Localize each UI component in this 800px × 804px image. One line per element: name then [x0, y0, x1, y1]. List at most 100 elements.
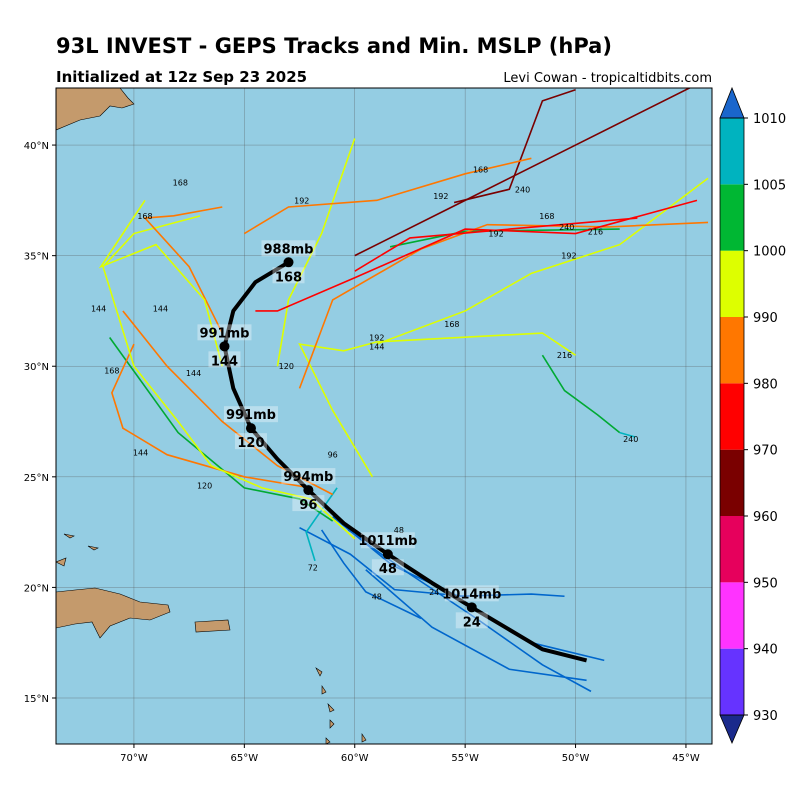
x-tick-label: 50°W — [562, 753, 590, 764]
mean-point — [245, 423, 256, 434]
x-tick-label: 60°W — [341, 753, 369, 764]
title: 93L INVEST - GEPS Tracks and Min. MSLP (… — [56, 34, 612, 58]
hour-label: 96 — [299, 498, 317, 513]
hour-label: 192 — [369, 333, 384, 342]
x-tick-label: 65°W — [231, 753, 259, 764]
colorbar-frame — [719, 117, 745, 716]
hispaniola — [56, 587, 171, 639]
hour-label: 192 — [561, 252, 576, 261]
hour-label: 120 — [237, 436, 264, 451]
y-tick-label: 35°N — [24, 252, 49, 263]
hour-label: 144 — [153, 305, 168, 314]
land — [56, 88, 367, 744]
mslp-label: 991mb — [226, 408, 276, 423]
colorbar-label: 960 — [753, 510, 778, 525]
hour-label: 24 — [429, 588, 439, 597]
ensemble-track — [541, 354, 621, 434]
y-tick-label: 20°N — [24, 583, 49, 594]
colorbar-label: 1005 — [753, 178, 786, 193]
ensemble-track — [298, 332, 576, 478]
hour-label: 168 — [137, 212, 152, 221]
lesser-antilles — [315, 667, 367, 744]
map-frame — [55, 87, 713, 745]
colorbar-segment — [720, 317, 744, 384]
ensemble-track — [298, 221, 709, 389]
mslp-label: 991mb — [199, 326, 249, 341]
hour-label: 48 — [379, 562, 397, 577]
credit: Levi Cowan - tropicaltidbits.com — [503, 71, 712, 86]
hour-label: 192 — [433, 192, 448, 201]
colorbar-segment — [720, 250, 744, 317]
label-box — [360, 532, 415, 549]
colorbar-segment — [720, 516, 744, 583]
mean-point — [219, 341, 230, 352]
colorbar-over — [719, 86, 745, 119]
mslp-label: 1011mb — [358, 534, 417, 549]
ensemble-track — [365, 542, 592, 693]
grid: 70°W 65°W 60°W 55°W 50°W 45°W 15°N 20°N 25°N 30°N… — [24, 88, 712, 764]
label-box — [292, 495, 325, 512]
ensemble-track — [453, 89, 576, 204]
y-tick-label: 30°N — [24, 362, 49, 373]
y-tick-label: 40°N — [24, 141, 49, 152]
y-tick-label: 25°N — [24, 473, 49, 484]
hour-label: 168 — [444, 320, 459, 329]
colorbar-segment — [720, 582, 744, 649]
hour-label: 96 — [328, 451, 338, 460]
colorbar-label: 1000 — [753, 245, 786, 260]
colorbar-label: 950 — [753, 576, 778, 591]
ensemble-track — [305, 487, 338, 562]
ensemble-track — [389, 228, 620, 248]
ensemble-track — [276, 138, 356, 367]
ensemble-track — [365, 569, 587, 682]
colorbar-segment — [720, 118, 744, 185]
hour-label: 240 — [515, 185, 530, 194]
colorbar-label: 940 — [753, 643, 778, 658]
ensemble-track — [619, 431, 636, 438]
mean-point — [283, 257, 294, 268]
ensemble-track — [299, 526, 466, 598]
label-box — [272, 267, 305, 284]
hour-label: 192 — [488, 230, 503, 239]
hour-label: 168 — [275, 270, 302, 285]
colorbar-segment — [720, 449, 744, 516]
label-box — [281, 468, 336, 485]
hour-label: 168 — [473, 165, 488, 174]
x-tick-label: 55°W — [451, 753, 479, 764]
hour-label: 240 — [623, 435, 638, 444]
colorbar-label: 970 — [753, 444, 778, 459]
hour-label: 120 — [197, 482, 212, 491]
y-tick-label: 15°N — [24, 694, 49, 705]
ensemble-track — [111, 343, 311, 489]
ensemble-track — [354, 217, 638, 272]
puerto-rico — [194, 619, 231, 633]
tracks — [98, 88, 709, 693]
subtitle: Initialized at 12z Sep 23 2025 — [56, 68, 307, 86]
mean-point — [466, 602, 477, 613]
hour-label: 48 — [372, 592, 382, 601]
hour-label: 144 — [186, 369, 201, 378]
colorbar-label: 930 — [753, 709, 778, 724]
label-box — [208, 351, 241, 368]
colorbar-under — [719, 714, 745, 745]
islands — [56, 533, 99, 567]
colorbar: 930 940 950 960 970 980 990 1000 1005 1010 — [719, 86, 786, 745]
x-tick-label: 70°W — [120, 753, 148, 764]
ensemble-track — [354, 88, 692, 257]
hour-label: 144 — [369, 342, 384, 351]
hour-label: 72 — [308, 564, 318, 573]
mslp-label: 988mb — [264, 242, 314, 257]
ensemble-track — [98, 199, 224, 367]
hour-label: 120 — [279, 362, 294, 371]
hour-label: 192 — [294, 196, 309, 205]
hour-label: 168 — [539, 212, 554, 221]
label-box — [444, 585, 499, 602]
colorbar-label: 980 — [753, 377, 778, 392]
hour-label: 48 — [394, 526, 404, 535]
colorbar-segment — [720, 383, 744, 450]
label-box — [261, 240, 316, 257]
hour-label: 216 — [557, 351, 572, 360]
mean-point — [382, 549, 393, 560]
